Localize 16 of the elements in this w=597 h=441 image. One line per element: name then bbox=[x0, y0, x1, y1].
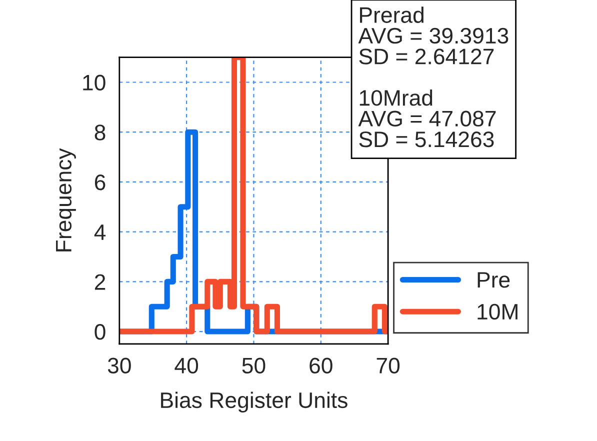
x-tick-label: 30 bbox=[108, 358, 131, 374]
legend-label: Pre bbox=[478, 272, 510, 288]
legend-label: 10M bbox=[478, 304, 518, 320]
y-tick-label: 6 bbox=[94, 174, 106, 190]
x-tick-label: 60 bbox=[310, 358, 332, 374]
y-tick-label: 8 bbox=[94, 124, 106, 140]
y-tick-label: 4 bbox=[94, 224, 106, 240]
x-tick-label: 40 bbox=[174, 358, 198, 374]
x-tick-label: 70 bbox=[376, 358, 400, 374]
annotation: Prerad AVG = 39.3913 SD = 2.64127 10Mrad AVG = 47.087 SD = 5.14263 bbox=[358, 6, 508, 148]
y-tick-label: 0 bbox=[94, 324, 106, 340]
y-tick-label: 2 bbox=[94, 274, 106, 290]
x-tick-label: 50 bbox=[242, 358, 266, 374]
y-axis-title: Frequency bbox=[56, 148, 76, 252]
y-tick-label: 10 bbox=[83, 74, 106, 91]
x-axis-title: Bias Register Units bbox=[161, 392, 348, 412]
